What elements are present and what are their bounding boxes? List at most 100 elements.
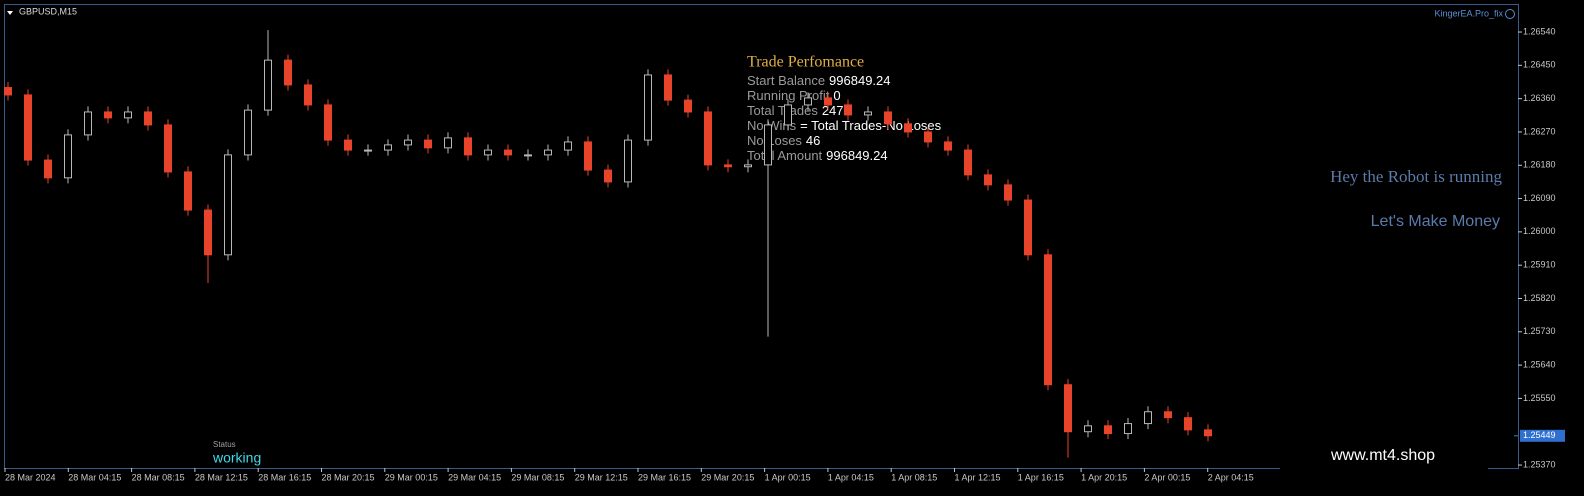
candle-body [264, 59, 272, 111]
message: Let's Make Money [1371, 213, 1500, 230]
current-price-box [1520, 429, 1565, 442]
y-tick-label: 1.26180 [1523, 160, 1556, 170]
candle-body [724, 164, 732, 168]
candle-body [624, 139, 632, 183]
candle-body [944, 141, 952, 151]
x-tick-label: 1 Apr 08:15 [891, 472, 937, 482]
candle-body [1204, 429, 1212, 437]
x-tick-label: 1 Apr 20:15 [1081, 472, 1127, 482]
candle-body [884, 111, 892, 125]
candle-body [484, 149, 492, 156]
y-tick-label: 1.25640 [1523, 359, 1556, 369]
expert-smiley[interactable] [1505, 9, 1515, 19]
candle-body [564, 141, 572, 151]
candle-body [104, 111, 112, 119]
candle-body [1144, 411, 1152, 425]
candle-body [44, 159, 52, 179]
candle-body [784, 104, 792, 126]
x-tick-label: 28 Mar 20:15 [322, 472, 375, 482]
panel-row: Start Balance 996849.24 [747, 73, 891, 88]
candle-body [404, 139, 412, 146]
candle-body [744, 164, 752, 168]
x-tick-label: 29 Mar 08:15 [511, 472, 564, 482]
candle-body [284, 59, 292, 86]
candle-body [84, 111, 92, 136]
candle-body [424, 139, 432, 149]
y-tick-label: 1.26000 [1523, 226, 1556, 236]
candle-body [964, 149, 972, 176]
candle-body [4, 87, 12, 96]
panel-row: No Wins = Total Trades-No Loses [747, 118, 942, 133]
candle-body [24, 94, 32, 161]
candle-body [384, 144, 392, 151]
symbol: GBPUSD,M15 [19, 6, 77, 16]
candle-body [164, 124, 172, 173]
candle-body [204, 209, 212, 256]
y-tick-label: 1.25910 [1523, 260, 1556, 270]
row-value: 996849.24 [826, 148, 887, 163]
candle-body [664, 74, 672, 101]
y-tick-label: 1.25730 [1523, 326, 1556, 336]
candle-body [244, 109, 252, 156]
candle-body [1024, 199, 1032, 256]
candle-body [1064, 384, 1072, 433]
y-tick-label: 1.25550 [1523, 393, 1556, 403]
x-tick-label: 1 Apr 12:15 [955, 472, 1001, 482]
plot-frame [4, 4, 1519, 469]
candle-body [324, 104, 332, 141]
candle-body [524, 154, 532, 157]
candle-body [1004, 184, 1012, 201]
candle-body [684, 99, 692, 113]
candle-body [984, 174, 992, 186]
y-tick-label: 1.26540 [1523, 26, 1556, 36]
candle-body [1044, 254, 1052, 386]
candle-body [1124, 423, 1132, 435]
candle-body [1184, 417, 1192, 431]
candle-body [1164, 411, 1172, 419]
y-tick-label: 1.26450 [1523, 60, 1556, 70]
candle-body [224, 154, 232, 256]
x-tick-label: 28 Mar 16:15 [258, 472, 311, 482]
x-tick-label: 29 Mar 16:15 [638, 472, 691, 482]
candle-body [644, 74, 652, 141]
candle-body [184, 171, 192, 211]
x-tick-label: 1 Apr 04:15 [828, 472, 874, 482]
x-tick-label: 28 Mar 2024 [5, 472, 56, 482]
candle-body [764, 124, 772, 166]
status-label: Status [213, 440, 236, 449]
row-value: 996849.24 [829, 73, 890, 88]
status-value: working [212, 450, 261, 466]
menu-arrow[interactable] [7, 11, 13, 15]
expert-name: KingerEA.Pro_fix [1434, 8, 1503, 18]
candle-body [64, 134, 72, 179]
candle-body [344, 139, 352, 151]
candle-body [364, 149, 372, 152]
x-tick-label: 1 Apr 16:15 [1018, 472, 1064, 482]
row-value: 46 [806, 133, 820, 148]
candle-body [464, 137, 472, 156]
x-tick-label: 28 Mar 04:15 [68, 472, 121, 482]
x-tick-label: 28 Mar 08:15 [132, 472, 185, 482]
y-tick-label: 1.26270 [1523, 126, 1556, 136]
row-label: Total Trades [747, 103, 818, 118]
row-label: Total Amount [747, 148, 823, 163]
candle-body [584, 141, 592, 171]
candle-body [304, 84, 312, 106]
x-tick-label: 29 Mar 20:15 [701, 472, 754, 482]
y-tick-label: 1.25820 [1523, 293, 1556, 303]
x-tick-label: 2 Apr 04:15 [1208, 472, 1254, 482]
x-tick-label: 29 Mar 12:15 [575, 472, 628, 482]
message: Hey the Robot is running [1330, 167, 1502, 186]
row-label: Start Balance [747, 73, 825, 88]
row-value: 247 [822, 103, 844, 118]
panel-row: No Loses 46 [747, 133, 820, 148]
current-price-label: 1.25449 [1523, 430, 1556, 440]
candle-body [544, 149, 552, 156]
x-tick-label: 1 Apr 00:15 [765, 472, 811, 482]
candle-body [924, 131, 932, 143]
x-tick-label: 29 Mar 00:15 [385, 472, 438, 482]
row-label: No Loses [747, 133, 802, 148]
candle-body [1104, 425, 1112, 435]
